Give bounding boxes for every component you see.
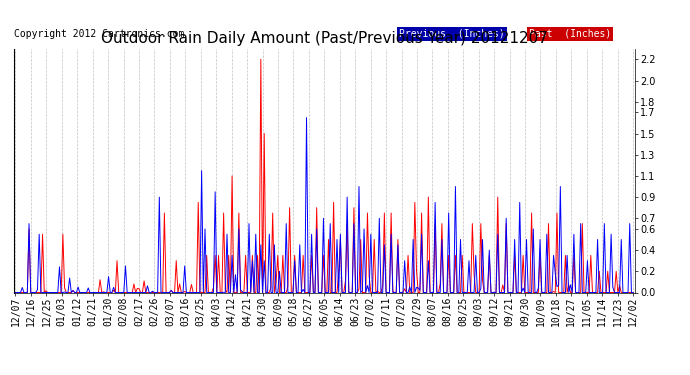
Text: Previous  (Inches): Previous (Inches): [399, 29, 504, 39]
Text: Copyright 2012 Cartronics.com: Copyright 2012 Cartronics.com: [14, 29, 184, 39]
Text: Past  (Inches): Past (Inches): [529, 29, 611, 39]
Title: Outdoor Rain Daily Amount (Past/Previous Year) 20121207: Outdoor Rain Daily Amount (Past/Previous…: [101, 31, 548, 46]
